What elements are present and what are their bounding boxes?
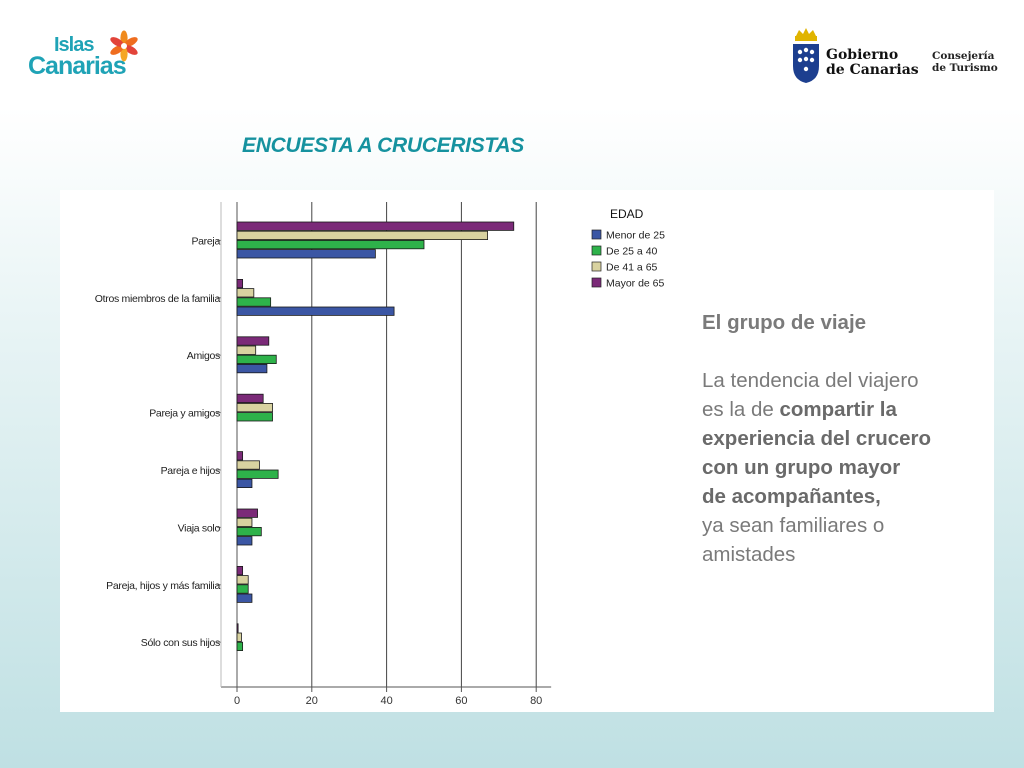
bar xyxy=(236,593,253,603)
bar xyxy=(236,584,249,594)
bar xyxy=(236,402,273,413)
legend-label: De 25 a 40 xyxy=(606,246,658,258)
legend-swatch xyxy=(591,277,602,288)
gobierno-canarias-logo: Gobierno de Canarias Consejería de Turis… xyxy=(790,22,1000,92)
description-text: con un grupo mayor xyxy=(702,456,901,479)
islas-logo-word-1: Islas xyxy=(54,34,94,56)
bar xyxy=(236,393,264,403)
description-text: amistades xyxy=(702,543,796,566)
bar xyxy=(236,460,260,470)
legend-swatch xyxy=(591,261,602,272)
bar xyxy=(236,526,262,537)
bar xyxy=(236,306,395,316)
description-heading: El grupo de viaje xyxy=(702,311,867,334)
bar xyxy=(236,230,488,241)
legend-swatch xyxy=(591,245,602,256)
description-line: ya sean familiares o xyxy=(702,511,992,540)
category-label: Pareja, hijos y más familia xyxy=(106,580,220,592)
category-label: Amigos xyxy=(187,350,220,362)
description-line: de acompañantes, xyxy=(702,482,992,511)
category-label: Pareja xyxy=(191,235,220,247)
government-name-line-2: de Canarias xyxy=(826,62,919,78)
category-label: Viaja solo xyxy=(178,522,221,534)
bar xyxy=(236,297,272,307)
bar xyxy=(236,221,515,231)
description-highlight: compartir la xyxy=(779,398,897,421)
bar xyxy=(236,288,255,298)
bar xyxy=(236,536,253,546)
x-tick-label: 40 xyxy=(380,695,392,707)
description-text: de acompañantes, xyxy=(702,485,881,508)
description-text: es la de xyxy=(702,398,780,421)
bar xyxy=(236,641,244,652)
islas-logo-word-2: Canarias xyxy=(28,52,127,80)
description-body: La tendencia del viajero es la de compart… xyxy=(702,366,992,569)
bar xyxy=(236,623,239,633)
bar xyxy=(236,575,249,585)
government-name-line-1: Gobierno xyxy=(826,47,899,63)
bar xyxy=(236,279,244,289)
description-text: La tendencia del viajero xyxy=(702,369,919,392)
legend-label: De 41 a 65 xyxy=(606,262,658,274)
description-line: experiencia del crucero xyxy=(702,424,992,453)
category-label: Pareja e hijos xyxy=(161,465,220,477)
bar xyxy=(236,412,273,422)
bar xyxy=(236,240,425,250)
description-line: amistades xyxy=(702,540,992,569)
page-title: ENCUESTA A CRUCERISTAS xyxy=(242,134,524,157)
legend-label: Menor de 25 xyxy=(606,230,665,242)
coat-of-arms-icon xyxy=(793,28,819,83)
legend-swatch xyxy=(591,229,602,240)
description-block: El grupo de viaje La tendencia del viaje… xyxy=(702,308,992,569)
legend-title: EDAD xyxy=(610,207,644,221)
bar xyxy=(236,363,268,374)
description-text: ya sean familiares o xyxy=(702,514,885,537)
legend-label: Mayor de 65 xyxy=(606,278,665,290)
flower-icon xyxy=(110,30,138,62)
bar xyxy=(236,354,277,364)
department-name: Consejería de Turismo xyxy=(932,50,998,74)
bar xyxy=(236,451,244,461)
content-panel: 0 20 40 60 80 Pareja Otros miembros de la fami… xyxy=(60,190,994,712)
bar xyxy=(236,336,270,346)
government-name: Gobierno de Canarias xyxy=(826,48,919,78)
bar xyxy=(236,469,279,479)
x-tick-label: 60 xyxy=(455,695,467,707)
bar-chart: 0 20 40 60 80 Pareja Otros miembros de la fami… xyxy=(95,202,665,707)
category-label: Otros miembros de la familia xyxy=(95,293,221,305)
department-line-1: Consejería xyxy=(932,50,995,62)
description-text: experiencia del crucero xyxy=(702,427,932,450)
bar xyxy=(236,345,257,355)
bar xyxy=(236,249,376,259)
bar xyxy=(236,508,258,518)
bar xyxy=(236,478,253,489)
islas-canarias-logo: Islas Canarias xyxy=(28,30,158,82)
x-tick-label: 80 xyxy=(530,695,542,707)
description-line: La tendencia del viajero xyxy=(702,366,992,395)
department-line-2: de Turismo xyxy=(932,62,998,74)
bar xyxy=(236,565,244,576)
bar xyxy=(236,632,242,642)
x-tick-label: 0 xyxy=(234,695,240,707)
category-label: Pareja y amigos xyxy=(149,408,220,420)
x-tick-label: 20 xyxy=(306,695,318,707)
bar xyxy=(236,517,253,528)
category-label: Sólo con sus hijos xyxy=(141,637,220,649)
description-line: con un grupo mayor xyxy=(702,453,992,482)
description-line: es la de compartir la xyxy=(702,395,992,424)
